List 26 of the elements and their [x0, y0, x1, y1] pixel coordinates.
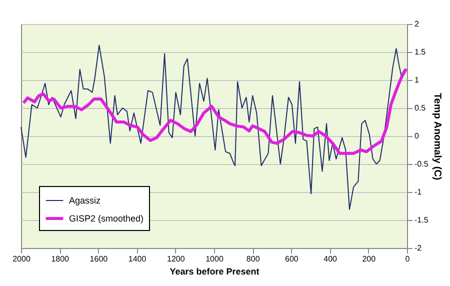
y-tick-label: -1.5: [414, 216, 429, 224]
x-tick-label: 1800: [51, 254, 70, 264]
y-tick-label: -2: [414, 244, 422, 252]
x-tick-label: 1200: [167, 254, 186, 264]
x-tick-label: 1000: [206, 254, 224, 264]
x-tick-label: 600: [285, 254, 299, 264]
x-tick-label: 0: [405, 254, 410, 264]
legend-label: Agassiz: [69, 196, 102, 206]
line-series: [22, 67, 408, 155]
y-tick-label: 0: [414, 132, 420, 140]
y-tick-label: 2: [414, 20, 420, 28]
y-tick-label: -0.5: [414, 160, 429, 168]
x-tick-label: 1400: [128, 254, 147, 264]
y-tick-label: 1: [414, 76, 420, 84]
line-series: [20, 44, 407, 210]
x-tick-label: 1600: [90, 254, 108, 264]
y-tick-label: 1.5: [414, 48, 426, 56]
x-axis-title: Years before Present: [170, 266, 260, 276]
x-tick-label: 2000: [12, 254, 31, 264]
x-tick-label: 800: [246, 254, 260, 264]
legend-label: GISP2 (smoothed): [69, 214, 144, 224]
x-tick-label: 200: [362, 254, 376, 264]
y-tick-label: 0.5: [414, 104, 426, 112]
y-axis-title: Temp Anomaly (C): [431, 92, 442, 180]
x-tick-label: 400: [324, 254, 338, 264]
y-tick-label: -1: [414, 188, 422, 196]
